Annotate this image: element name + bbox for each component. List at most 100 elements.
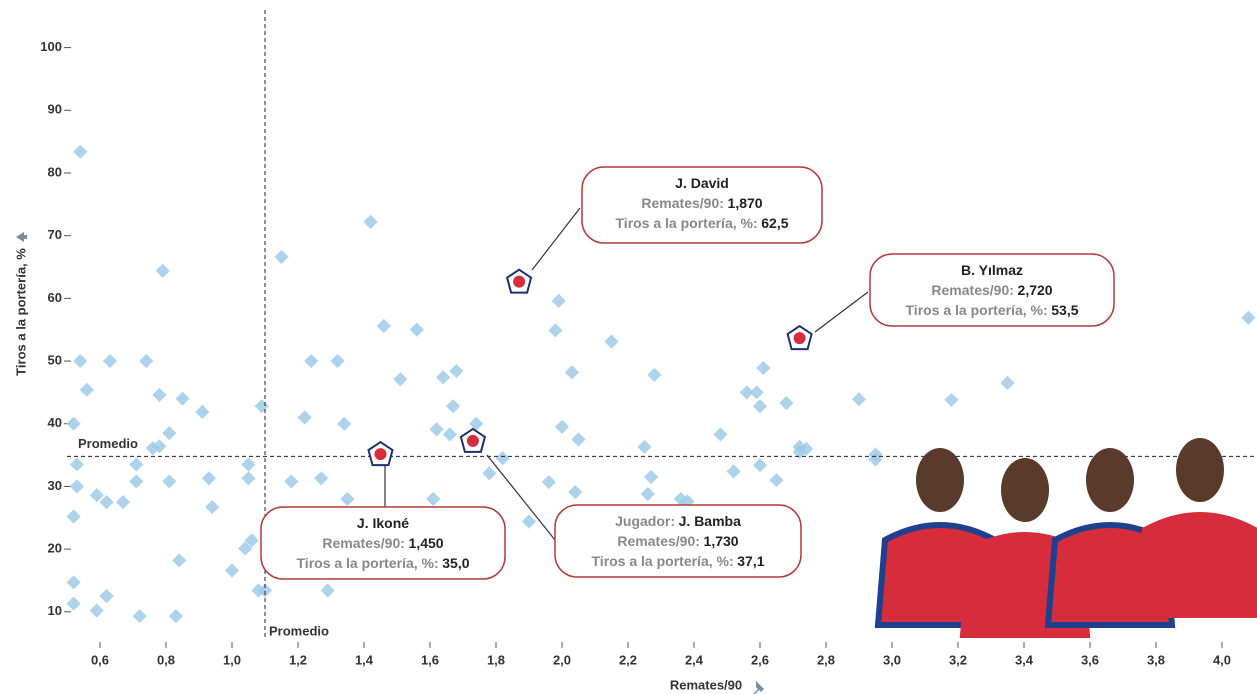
point: [274, 249, 289, 265]
point: [155, 263, 170, 278]
point: [162, 426, 177, 441]
point: [726, 464, 741, 479]
y-axis-label: Tiros a la portería, %: [13, 248, 28, 376]
point: [393, 372, 408, 387]
point: [238, 541, 253, 556]
point: [568, 484, 583, 500]
point: [89, 488, 104, 503]
tooltip-box: [869, 253, 1115, 327]
y-tick-label: 10: [48, 603, 62, 618]
point: [73, 144, 88, 159]
point: [129, 474, 144, 489]
point: [241, 457, 256, 472]
tip-key: Remates/90:: [617, 533, 700, 549]
point: [99, 589, 114, 604]
y-tick-label: 50: [48, 352, 62, 367]
point: [792, 444, 807, 460]
point: [69, 479, 84, 494]
tooltip-line: J. Ikoné: [357, 515, 409, 531]
point: [116, 495, 131, 510]
player-head: [916, 448, 964, 512]
tooltip-line: Tiros a la portería, %: 53,5: [906, 302, 1079, 318]
x-tick-label: 3,6: [1081, 652, 1099, 667]
point: [69, 457, 84, 472]
point: [102, 353, 117, 369]
y-tick-label: 20: [48, 541, 62, 556]
player-head: [1176, 438, 1224, 502]
x-tick-label: 3,2: [949, 652, 967, 667]
x-tick-label: 1,2: [289, 652, 307, 667]
x-tick-label: 2,6: [751, 652, 769, 667]
x-tick-label: 3,4: [1015, 652, 1034, 667]
y-tick-label: 90: [48, 102, 62, 117]
tip-val: 1,450: [409, 535, 444, 551]
tooltip-box: [554, 504, 802, 578]
connector: [814, 291, 869, 333]
point: [749, 385, 764, 400]
point: [554, 419, 570, 434]
point: [446, 399, 461, 414]
point: [257, 583, 273, 598]
tip-key: Remates/90:: [322, 535, 405, 551]
point: [495, 451, 510, 466]
point: [604, 334, 619, 349]
tip-title: B. Yılmaz: [961, 262, 1023, 278]
tooltip-line: Remates/90: 1,870: [641, 195, 762, 211]
tooltip-line: Tiros a la portería, %: 62,5: [616, 215, 789, 231]
tip-val: 2,720: [1018, 282, 1053, 298]
point: [195, 404, 210, 419]
point: [564, 365, 579, 380]
x-tick-label: 4,0: [1213, 652, 1231, 667]
point: [436, 370, 451, 385]
tip-key: Remates/90:: [931, 282, 1014, 298]
point: [363, 214, 378, 229]
point: [320, 583, 335, 598]
tooltip-box: [581, 166, 823, 244]
point: [79, 382, 94, 397]
point: [752, 458, 768, 473]
x-tick-label: 0,6: [91, 652, 109, 667]
y-tick-label: 60: [48, 290, 62, 305]
point: [205, 500, 220, 515]
tooltip-line: Remates/90: 1,730: [617, 533, 738, 549]
point: [201, 471, 216, 486]
point: [1241, 310, 1256, 325]
point: [1000, 375, 1015, 391]
x-tick-label: 2,2: [619, 652, 637, 667]
point: [254, 399, 269, 414]
point: [241, 471, 256, 486]
players-photo: [874, 438, 1257, 638]
point: [521, 514, 537, 529]
club-badge-inner: [793, 332, 806, 345]
x-tick-label: 2,0: [553, 652, 571, 667]
point: [66, 509, 81, 524]
point: [739, 385, 754, 400]
point: [644, 469, 659, 485]
connector: [531, 207, 581, 271]
point: [637, 439, 652, 454]
point: [129, 457, 144, 472]
tip-title: J. Ikoné: [357, 515, 409, 531]
x-tick-label: 3,0: [883, 652, 901, 667]
average-label: Promedio: [78, 436, 138, 451]
tip-val: 62,5: [761, 215, 788, 231]
point: [162, 474, 177, 489]
point: [145, 441, 160, 456]
x-tick-label: 1,0: [223, 652, 241, 667]
tip-val: 35,0: [442, 555, 469, 571]
tooltip-line: J. David: [675, 175, 729, 191]
connector: [486, 454, 556, 541]
point: [752, 399, 768, 414]
tooltip-line: Jugador: J. Bamba: [615, 513, 741, 529]
point: [426, 491, 441, 507]
point: [330, 353, 345, 369]
club-badge-inner: [374, 448, 387, 461]
tip-val: 1,870: [728, 195, 763, 211]
point: [640, 486, 655, 502]
club-badge-inner: [513, 275, 526, 288]
tooltip-line: Tiros a la portería, %: 35,0: [297, 555, 470, 571]
point: [541, 474, 556, 490]
player-head: [1086, 448, 1134, 512]
point: [132, 609, 147, 624]
tip-val: 53,5: [1051, 302, 1078, 318]
